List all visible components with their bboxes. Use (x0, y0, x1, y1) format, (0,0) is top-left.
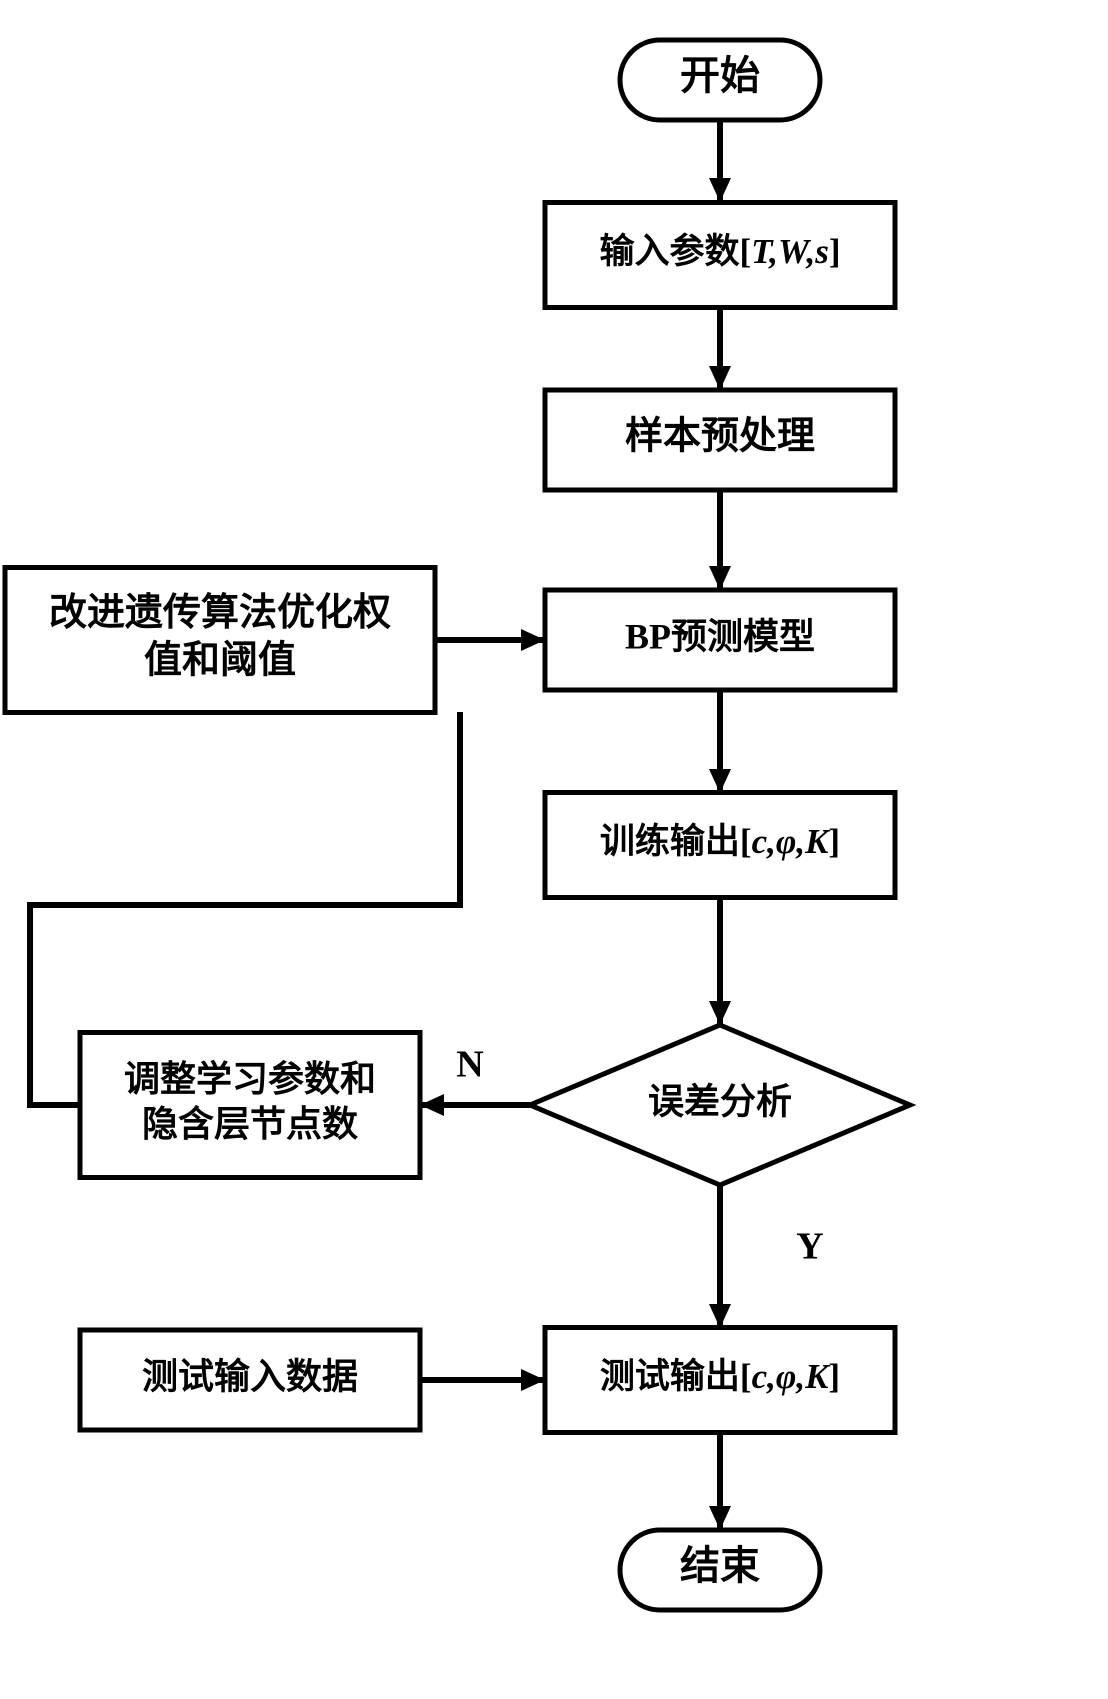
node-label: 测试输出[c,φ,K] (600, 1357, 840, 1396)
arrowhead (521, 629, 545, 651)
node-label: 测试输入数据 (142, 1356, 358, 1396)
arrowhead (709, 769, 731, 793)
node-label: BP预测模型 (625, 616, 815, 656)
arrowhead (420, 1094, 444, 1116)
node-label: 值和阈值 (144, 639, 296, 681)
node-label: 开始 (680, 53, 760, 98)
arrowhead (709, 178, 731, 202)
node-label: 调整学习参数和 (124, 1058, 376, 1099)
node-adjust: 调整学习参数和隐含层节点数 (80, 1033, 420, 1178)
node-error: 误差分析 (530, 1025, 910, 1185)
arrowhead (709, 1506, 731, 1530)
arrowhead (709, 366, 731, 390)
node-test_in: 测试输入数据 (80, 1330, 420, 1430)
node-end: 结束 (620, 1530, 820, 1610)
arrowhead (709, 1001, 731, 1025)
node-label: 样本预处理 (625, 416, 815, 458)
node-label: 改进遗传算法优化权 (49, 592, 391, 634)
flowchart-diagram: Y N 开始输入参数[T,W,s] 样本预处理 BP预测模型 改进遗传算法优化权值和阈值训… (0, 0, 1108, 1699)
arrowhead (709, 1304, 731, 1328)
node-label: 结束 (680, 1543, 760, 1588)
arrowhead (521, 1369, 545, 1391)
node-test_out: 测试输出[c,φ,K] (545, 1328, 895, 1433)
node-label: 输入参数[T,W,s] (599, 232, 840, 271)
node-bp: BP预测模型 (545, 590, 895, 690)
node-label: 误差分析 (648, 1081, 792, 1121)
node-label: 训练输出[c,φ,K] (600, 822, 840, 861)
node-train_out: 训练输出[c,φ,K] (545, 793, 895, 898)
node-ga: 改进遗传算法优化权值和阈值 (5, 568, 435, 713)
arrowhead (709, 566, 731, 590)
edge-label: N (456, 1044, 483, 1086)
node-input: 输入参数[T,W,s] (545, 203, 895, 308)
edge-label: Y (796, 1226, 823, 1268)
node-start: 开始 (620, 40, 820, 120)
node-preprocess: 样本预处理 (545, 390, 895, 490)
node-label: 隐含层节点数 (142, 1104, 358, 1144)
